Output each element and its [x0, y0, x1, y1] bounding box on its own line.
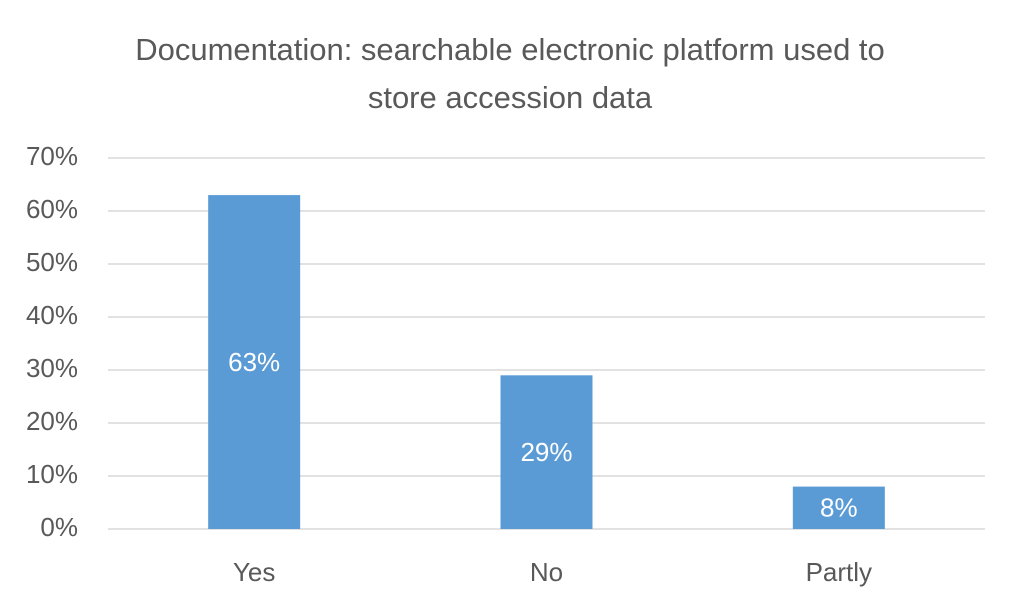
- y-tick-label: 40%: [26, 300, 78, 330]
- data-label: 29%: [520, 437, 572, 467]
- x-tick-label: No: [530, 557, 563, 587]
- y-tick-label: 50%: [26, 247, 78, 277]
- y-tick-label: 10%: [26, 459, 78, 489]
- y-tick-label: 0%: [40, 512, 78, 542]
- x-tick-label: Yes: [233, 557, 275, 587]
- y-tick-label: 30%: [26, 353, 78, 383]
- bar: [208, 195, 301, 529]
- bar: [792, 486, 885, 529]
- data-label: 8%: [820, 493, 858, 523]
- x-tick-label: Partly: [806, 557, 872, 587]
- y-tick-label: 20%: [26, 406, 78, 436]
- y-tick-label: 60%: [26, 194, 78, 224]
- data-label: 63%: [228, 347, 280, 377]
- chart-title: Documentation: searchable electronic pla…: [135, 32, 885, 115]
- y-tick-label: 70%: [26, 141, 78, 171]
- bar: [500, 375, 593, 529]
